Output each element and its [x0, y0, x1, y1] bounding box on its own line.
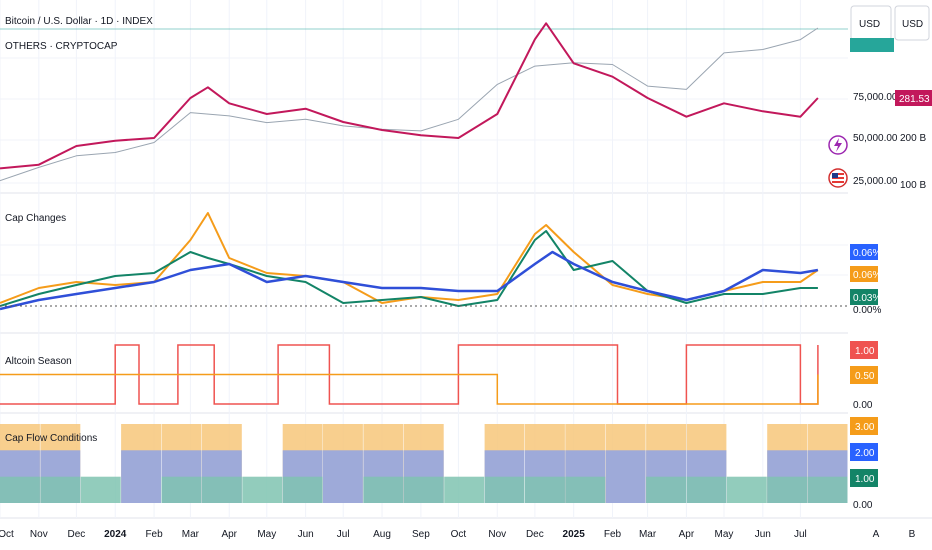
zero-tick: 0.00%: [853, 305, 881, 316]
cap-flow-bar: [201, 476, 242, 503]
time-tick-label: Feb: [145, 529, 163, 540]
time-tick-label: Oct: [451, 529, 467, 540]
badge-flow-1: [850, 469, 878, 487]
currency-button[interactable]: USD: [894, 5, 930, 41]
currency-button[interactable]: USD: [850, 5, 892, 41]
current-price-tag: [850, 38, 894, 52]
cap-changes-title: Cap Changes: [5, 213, 66, 224]
time-tick-label: 2024: [104, 529, 127, 540]
others-cap-line: [0, 22, 819, 170]
cap-value-badge-label: 281.53 B: [899, 94, 932, 105]
cap-flow-bar: [161, 476, 202, 503]
time-tick-label: Nov: [30, 529, 48, 540]
altcoin-season-title: Altcoin Season: [5, 356, 72, 367]
currency-button-label: USD: [859, 19, 880, 30]
time-tick-label: May: [715, 529, 734, 540]
cap-flow-bar: [363, 476, 404, 503]
cap-flow-bar: [403, 476, 444, 503]
time-tick-label: Sep: [412, 529, 430, 540]
time-tick-label: Apr: [679, 529, 695, 540]
badge-orange: [850, 266, 878, 282]
cap-flow-bar: [605, 450, 646, 503]
season-zero-tick: 0.00: [853, 400, 873, 411]
time-tick-label: Jun: [755, 529, 771, 540]
cap-flow-bar: [686, 476, 727, 503]
cap-change-green-line: [0, 230, 818, 307]
time-tick-label: May: [257, 529, 276, 540]
cap-flow-bar: [444, 476, 485, 503]
badge-red: [850, 341, 878, 359]
cap-flow-bar: [565, 476, 606, 503]
cap-flow-bar: [80, 476, 121, 503]
badge-flow-1-label: 1.00: [855, 474, 875, 485]
cap-flow-bar: [0, 476, 40, 503]
cap-flow-bar: [767, 476, 808, 503]
cap-flow-bar: [646, 476, 686, 503]
badge-flow-2-label: 2.00: [855, 448, 875, 459]
badge-red-label: 1.00: [855, 346, 875, 357]
badge-green-label: 0.03%: [853, 293, 881, 304]
cap-flow-bar: [40, 476, 81, 503]
time-tick-label: Mar: [639, 529, 657, 540]
time-tick-label: Aug: [373, 529, 391, 540]
time-tick-label: Dec: [68, 529, 86, 540]
cap-flow-bar: [807, 476, 848, 503]
cap-flow-bar: [484, 476, 525, 503]
badge-flow-3: [850, 417, 878, 435]
badge-orange-season: [850, 366, 878, 384]
badge-green: [850, 289, 878, 305]
cap-flow-bar: [121, 450, 161, 503]
cap-flow-title: Cap Flow Conditions: [5, 433, 97, 444]
cap-tick: 100 B: [900, 180, 926, 191]
time-tick-label: Dec: [526, 529, 544, 540]
badge-orange-label: 0.06%: [853, 270, 881, 281]
main-pane-subtitle: OTHERS · CRYPTOCAP: [5, 41, 118, 52]
bitcoin-price-line: [0, 27, 819, 182]
badge-blue-label: 0.06%: [853, 248, 881, 259]
currency-button-label: USD: [902, 19, 923, 30]
us-flag-event-icon[interactable]: [828, 168, 848, 188]
time-tick-label: Jul: [794, 529, 807, 540]
cap-flow-bar: [323, 450, 363, 503]
time-axis: Oct Nov Dec 2024 Feb Mar Apr May Jun Jul Aug Sep Oct…: [0, 529, 807, 540]
altcoin-season-level-line: [0, 373, 819, 405]
time-tick-label: Apr: [221, 529, 237, 540]
time-axis-extra-label: A: [873, 529, 880, 540]
cap-flow-bar: [726, 476, 767, 503]
badge-blue: [850, 244, 878, 260]
time-tick-label: Mar: [182, 529, 200, 540]
time-tick-label: Jun: [298, 529, 314, 540]
main-pane-title: Bitcoin / U.S. Dollar · 1D · INDEX: [5, 16, 153, 27]
time-tick-label: Oct: [0, 529, 14, 540]
badge-flow-3-label: 3.00: [855, 422, 875, 433]
price-tick: 75,000.00: [853, 92, 898, 103]
lightning-event-icon[interactable]: [828, 135, 848, 155]
badge-flow-2: [850, 443, 878, 461]
time-tick-label: Jul: [337, 529, 350, 540]
cap-value-badge: [895, 90, 932, 106]
price-tick: 25,000.00: [853, 176, 898, 187]
badge-orange-season-label: 0.50: [855, 371, 875, 382]
marks: [0, 22, 848, 503]
time-tick-label: Nov: [488, 529, 506, 540]
cap-change-blue-line: [0, 250, 819, 311]
cap-flow-bar: [282, 476, 323, 503]
time-tick-label: Feb: [604, 529, 622, 540]
time-axis-extra-label: B: [909, 529, 916, 540]
flow-zero-tick: 0.00: [853, 500, 873, 511]
price-tick: 50,000.00: [853, 133, 898, 144]
cap-flow-bar: [242, 476, 283, 503]
cap-tick: 200 B: [900, 133, 926, 144]
cap-flow-bar: [525, 476, 565, 503]
time-tick-label: 2025: [563, 529, 586, 540]
